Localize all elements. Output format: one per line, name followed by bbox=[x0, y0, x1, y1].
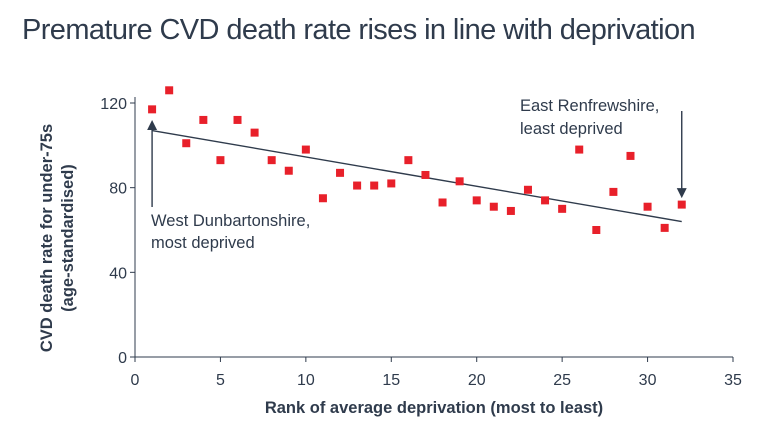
data-point bbox=[489, 202, 498, 211]
x-tick-label: 5 bbox=[216, 372, 225, 389]
data-point bbox=[387, 179, 396, 188]
data-point bbox=[267, 156, 276, 165]
annotation-east-line-2: least deprived bbox=[520, 120, 623, 138]
x-axis-title: Rank of average deprivation (most to lea… bbox=[265, 399, 603, 417]
data-point bbox=[455, 177, 464, 186]
data-point bbox=[643, 202, 652, 211]
y-axis-title-line-1: CVD death rate for under-75s bbox=[38, 124, 56, 352]
data-point bbox=[199, 115, 208, 124]
data-points bbox=[148, 86, 686, 234]
data-point bbox=[165, 86, 174, 95]
data-point bbox=[592, 226, 601, 234]
data-point bbox=[609, 187, 618, 196]
x-tick-label: 10 bbox=[297, 372, 315, 389]
annotation-east-line-1: East Renfrewshire, bbox=[520, 97, 659, 115]
data-point bbox=[284, 166, 293, 175]
y-tick-label: 40 bbox=[109, 265, 127, 282]
data-point bbox=[660, 223, 669, 232]
data-point bbox=[506, 206, 515, 215]
data-point bbox=[523, 185, 532, 194]
annotation-west-line-1: West Dunbartonshire, bbox=[151, 212, 310, 230]
x-tick-label: 25 bbox=[553, 372, 571, 389]
x-tick-label: 30 bbox=[639, 372, 657, 389]
annotation-west-dunbartonshire: West Dunbartonshire, most deprived bbox=[147, 120, 310, 252]
y-axis-title-line-2: (age-standardised) bbox=[59, 164, 77, 312]
x-tick-label: 15 bbox=[382, 372, 400, 389]
y-tick-label: 80 bbox=[109, 181, 127, 198]
chart-title: Premature CVD death rate rises in line w… bbox=[22, 14, 696, 46]
data-point bbox=[233, 115, 242, 124]
data-point bbox=[541, 196, 550, 205]
x-tick-label: 0 bbox=[131, 372, 140, 389]
data-point bbox=[216, 156, 225, 165]
data-point bbox=[182, 139, 191, 148]
data-point bbox=[421, 170, 430, 179]
data-point bbox=[370, 181, 379, 190]
data-point bbox=[626, 151, 635, 160]
data-point bbox=[353, 181, 362, 190]
data-point bbox=[404, 156, 413, 165]
y-tick-label: 120 bbox=[100, 96, 127, 113]
annotation-east-renfrewshire: East Renfrewshire, least deprived bbox=[520, 97, 687, 199]
data-point bbox=[250, 128, 259, 137]
x-tick-label: 20 bbox=[468, 372, 486, 389]
data-point bbox=[575, 145, 584, 154]
trendline bbox=[151, 129, 682, 223]
data-point bbox=[148, 105, 157, 114]
annotation-west-line-2: most deprived bbox=[151, 234, 255, 252]
data-point bbox=[558, 204, 567, 213]
data-point bbox=[677, 200, 686, 209]
data-point bbox=[472, 196, 481, 205]
data-point bbox=[336, 168, 345, 177]
y-tick-label: 0 bbox=[118, 350, 127, 367]
y-ticks: 0 40 80 120 bbox=[100, 96, 135, 367]
x-ticks: 0 5 10 15 20 25 30 35 bbox=[131, 357, 742, 389]
data-point bbox=[438, 198, 447, 207]
data-point bbox=[301, 145, 310, 154]
data-point bbox=[318, 194, 327, 203]
x-tick-label: 35 bbox=[724, 372, 742, 389]
y-axis-title: CVD death rate for under-75s (age-standa… bbox=[38, 124, 77, 352]
